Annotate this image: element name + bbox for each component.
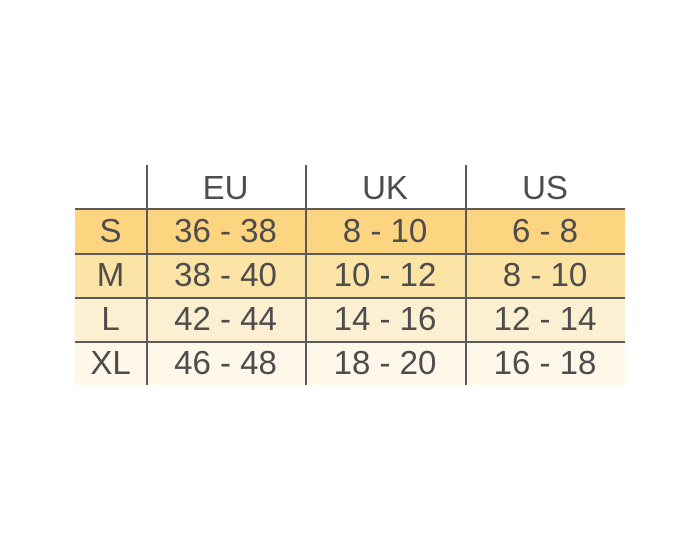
- size-label: XL: [90, 344, 131, 381]
- size-value: 10 - 12: [333, 256, 437, 293]
- size-value: 46 - 48: [174, 344, 277, 381]
- column-header: EU: [202, 168, 249, 206]
- size-value: 12 - 14: [493, 300, 597, 337]
- row-divider: [75, 253, 625, 255]
- size-value: 18 - 20: [333, 344, 437, 381]
- size-label: S: [99, 211, 122, 249]
- column-header: UK: [362, 168, 408, 206]
- size-label: M: [96, 256, 125, 293]
- row-background: [75, 297, 625, 341]
- row-divider: [75, 297, 625, 299]
- column-divider: [305, 165, 307, 385]
- size-value: 6 - 8: [511, 211, 579, 249]
- size-value: 8 - 10: [502, 256, 588, 293]
- row-divider: [75, 341, 625, 343]
- row-background: [75, 208, 625, 253]
- row-background: [75, 341, 625, 385]
- row-divider: [75, 208, 625, 210]
- size-value: 38 - 40: [174, 256, 277, 293]
- size-value: 36 - 38: [174, 211, 277, 249]
- size-label: L: [101, 300, 120, 337]
- size-value: 14 - 16: [333, 300, 437, 337]
- size-value: 42 - 44: [174, 300, 277, 337]
- size-value: 8 - 10: [342, 211, 428, 249]
- row-background: [75, 253, 625, 297]
- column-header: US: [522, 168, 568, 206]
- column-divider: [146, 165, 148, 385]
- size-value: 16 - 18: [493, 344, 597, 381]
- column-divider: [465, 165, 467, 385]
